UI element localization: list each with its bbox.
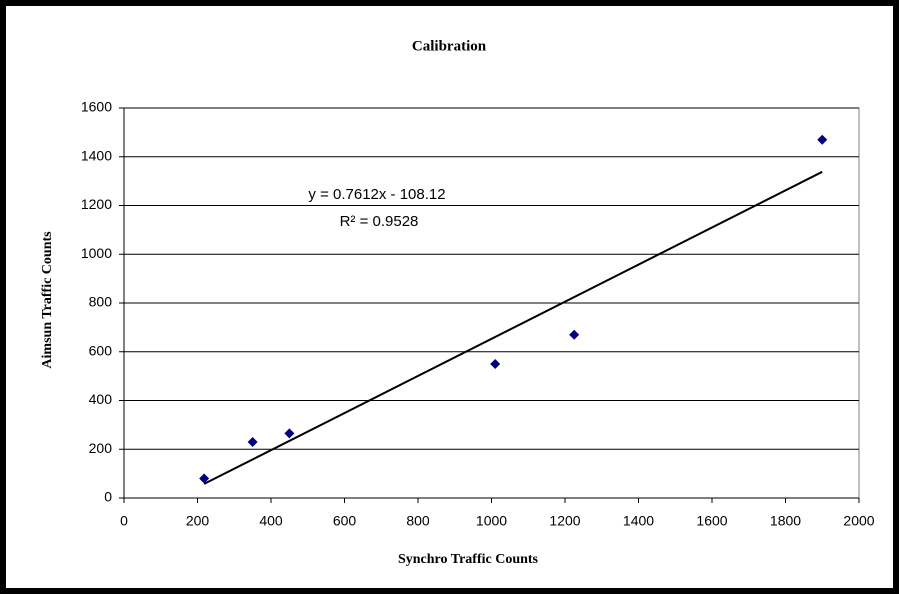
y-tick-label: 1200	[81, 196, 112, 212]
x-tick-label: 1200	[549, 513, 580, 529]
data-point	[199, 473, 210, 484]
x-tick-label: 200	[186, 513, 210, 529]
y-axis-label: Aimsun Traffic Counts	[40, 231, 55, 369]
data-point	[569, 329, 580, 340]
y-tick-label: 800	[89, 294, 113, 310]
data-point	[490, 358, 501, 369]
y-tick-label: 0	[104, 489, 112, 505]
x-tick-label: 1400	[623, 513, 654, 529]
data-point	[284, 428, 295, 439]
x-tick-label: 600	[333, 513, 357, 529]
x-tick-label: 1800	[770, 513, 801, 529]
y-tick-label: 600	[89, 342, 113, 358]
y-tick-label: 1400	[81, 147, 112, 163]
y-tick-label: 200	[89, 440, 113, 456]
trendline-r2: R² = 0.9528	[340, 213, 419, 230]
x-tick-label: 1600	[696, 513, 727, 529]
trendline-equation: y = 0.7612x - 108.12	[308, 186, 445, 203]
chart-title: Calibration	[412, 38, 487, 54]
data-point	[817, 134, 828, 145]
x-axis-label: Synchro Traffic Counts	[398, 552, 539, 567]
y-tick-label: 1600	[81, 99, 112, 115]
x-tick-label: 1000	[476, 513, 507, 529]
x-tick-label: 0	[120, 513, 128, 529]
x-tick-label: 800	[406, 513, 430, 529]
y-tick-label: 400	[89, 391, 113, 407]
x-tick-label: 2000	[843, 513, 874, 529]
x-tick-label: 400	[259, 513, 283, 529]
data-point	[247, 436, 258, 447]
trendline	[203, 170, 823, 485]
y-tick-label: 1000	[81, 245, 112, 261]
